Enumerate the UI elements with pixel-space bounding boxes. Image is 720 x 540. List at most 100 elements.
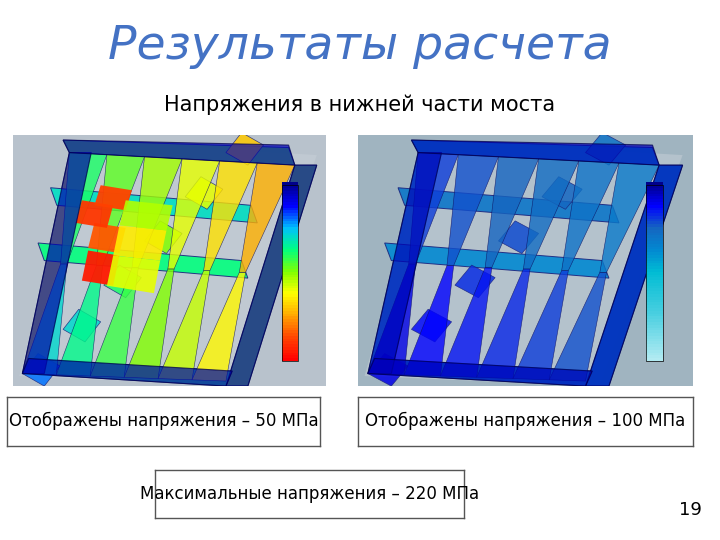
Bar	[646, 199, 662, 202]
Polygon shape	[411, 309, 451, 342]
Bar	[282, 215, 298, 219]
Text: Результаты расчета: Результаты расчета	[108, 24, 612, 69]
Bar	[646, 294, 662, 297]
Polygon shape	[411, 140, 660, 165]
Polygon shape	[239, 163, 295, 272]
Bar	[646, 263, 662, 266]
Bar	[282, 255, 298, 258]
Bar	[282, 232, 298, 235]
Bar	[646, 316, 662, 319]
Polygon shape	[368, 264, 415, 375]
Bar	[646, 196, 662, 199]
Bar	[282, 341, 298, 345]
Bar	[646, 333, 662, 336]
Bar	[282, 327, 298, 330]
Bar	[646, 188, 662, 191]
Bar	[646, 191, 662, 194]
Bar	[646, 249, 662, 252]
Bar	[282, 199, 298, 202]
Polygon shape	[585, 165, 683, 386]
Bar	[646, 349, 662, 353]
Bar	[282, 358, 298, 361]
Bar	[646, 330, 662, 333]
Bar	[646, 207, 662, 211]
Bar	[282, 333, 298, 336]
Polygon shape	[124, 269, 174, 379]
Bar	[282, 252, 298, 255]
Bar	[282, 274, 298, 278]
Polygon shape	[368, 153, 441, 374]
Bar	[282, 249, 298, 252]
Bar	[282, 286, 298, 288]
Bar	[646, 353, 662, 355]
Bar	[646, 339, 662, 341]
Polygon shape	[368, 153, 441, 374]
Polygon shape	[63, 309, 101, 342]
Bar	[282, 238, 298, 241]
Bar	[646, 215, 662, 219]
Polygon shape	[132, 157, 182, 267]
Bar	[646, 205, 662, 207]
Bar	[646, 241, 662, 244]
Bar	[282, 291, 298, 294]
Bar	[646, 272, 662, 274]
Bar	[646, 210, 662, 213]
Polygon shape	[63, 140, 295, 165]
Polygon shape	[398, 188, 619, 223]
Polygon shape	[364, 140, 683, 386]
Polygon shape	[226, 165, 317, 386]
Bar	[282, 325, 298, 327]
Bar	[282, 313, 298, 316]
Polygon shape	[113, 225, 166, 261]
Bar	[646, 286, 662, 288]
Bar	[282, 227, 298, 230]
Bar	[282, 349, 298, 353]
Polygon shape	[168, 159, 220, 269]
Bar	[646, 291, 662, 294]
Bar	[646, 355, 662, 358]
Bar	[646, 322, 662, 325]
Polygon shape	[96, 154, 145, 266]
Polygon shape	[368, 354, 408, 386]
Bar	[282, 319, 298, 322]
Bar	[282, 339, 298, 341]
Bar	[646, 227, 662, 230]
Bar	[282, 347, 298, 350]
Polygon shape	[50, 188, 257, 223]
Bar	[282, 185, 298, 361]
Polygon shape	[549, 272, 606, 381]
Bar	[646, 277, 662, 280]
Bar	[646, 246, 662, 249]
Bar	[646, 193, 662, 197]
Bar	[646, 327, 662, 330]
Polygon shape	[368, 359, 593, 386]
Bar	[646, 305, 662, 308]
Polygon shape	[22, 264, 67, 375]
Polygon shape	[411, 140, 660, 165]
Bar	[282, 280, 298, 283]
Bar	[282, 246, 298, 249]
Bar	[282, 191, 298, 194]
Bar	[282, 241, 298, 244]
Polygon shape	[585, 132, 626, 165]
Bar	[646, 336, 662, 339]
Bar	[282, 205, 298, 207]
Bar	[282, 230, 298, 233]
Bar	[646, 185, 662, 188]
Bar	[282, 219, 298, 221]
Bar	[646, 244, 662, 247]
Bar	[282, 355, 298, 358]
Bar	[282, 213, 298, 216]
Bar	[282, 308, 298, 311]
Bar	[282, 294, 298, 297]
Bar	[646, 269, 662, 272]
Bar	[646, 252, 662, 255]
Polygon shape	[88, 223, 126, 253]
Polygon shape	[38, 243, 248, 278]
Polygon shape	[22, 359, 233, 386]
Polygon shape	[158, 271, 210, 380]
Bar	[282, 344, 298, 347]
Bar	[646, 274, 662, 278]
Bar	[282, 196, 298, 199]
Bar	[282, 296, 298, 300]
